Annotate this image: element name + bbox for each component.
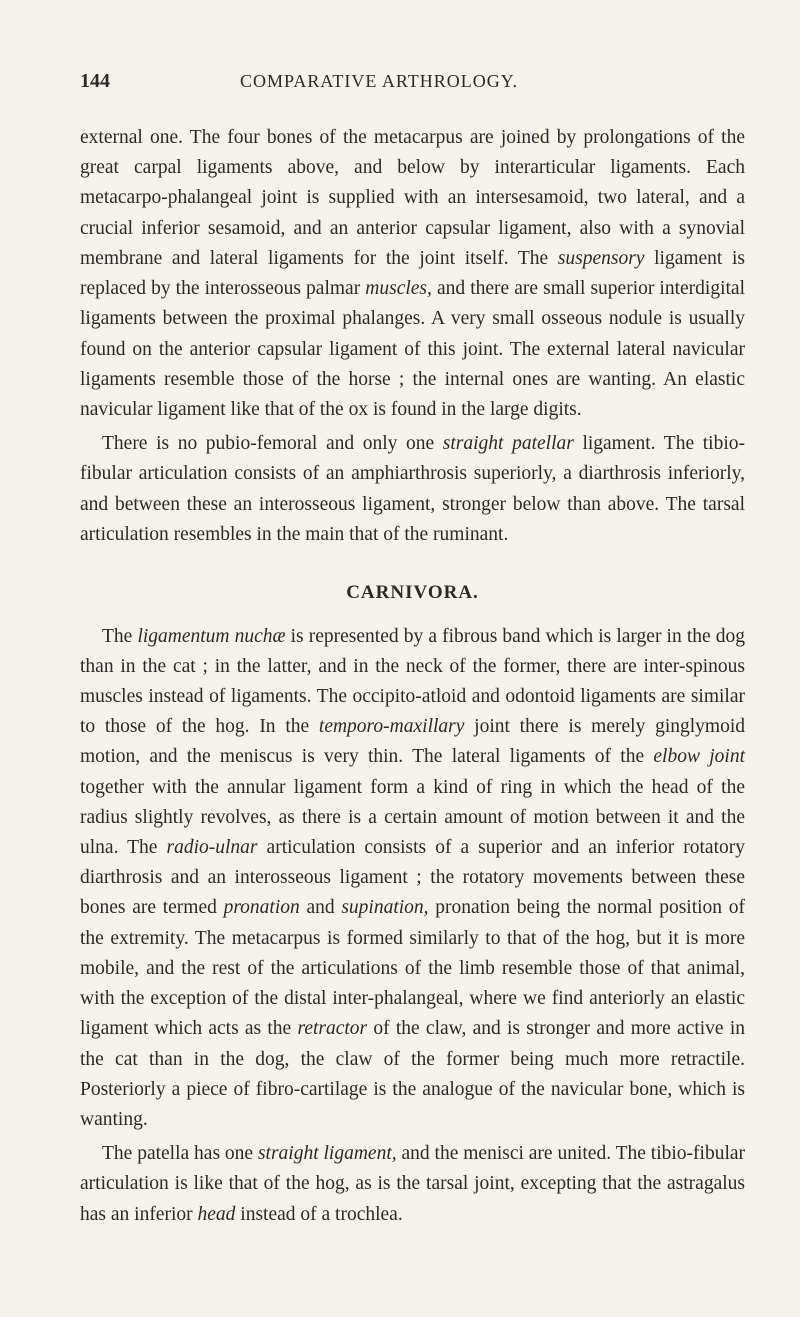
text-segment: instead of a trochlea. bbox=[235, 1204, 402, 1225]
text-segment: and there are small superior interdigita… bbox=[80, 278, 745, 420]
header-title: COMPARATIVE ARTHROLOGY. bbox=[240, 71, 518, 92]
italic-term: elbow joint bbox=[653, 746, 745, 767]
section-heading-carnivora: CARNIVORA. bbox=[80, 578, 745, 607]
italic-term: temporo-maxillary bbox=[319, 716, 465, 737]
italic-term: straight patellar bbox=[443, 433, 574, 454]
paragraph-4: The patella has one straight ligament, a… bbox=[80, 1139, 745, 1230]
italic-term: supination, bbox=[341, 897, 428, 918]
italic-term: radio-ulnar bbox=[167, 837, 258, 858]
paragraph-3: The ligamentum nuchæ is represented by a… bbox=[80, 622, 745, 1136]
page-header: 144 COMPARATIVE ARTHROLOGY. bbox=[80, 70, 745, 93]
body-content: external one. The four bones of the meta… bbox=[80, 123, 745, 1230]
italic-term: suspensory bbox=[558, 248, 645, 269]
page-number: 144 bbox=[80, 70, 110, 93]
paragraph-1: external one. The four bones of the meta… bbox=[80, 123, 745, 425]
italic-term: straight ligament, bbox=[258, 1143, 397, 1164]
text-segment: The patella has one bbox=[102, 1143, 258, 1164]
italic-term: muscles, bbox=[365, 278, 432, 299]
italic-term: ligamentum nuchæ bbox=[137, 626, 285, 647]
italic-term: head bbox=[198, 1204, 236, 1225]
italic-term: retractor bbox=[297, 1018, 367, 1039]
text-segment: The bbox=[102, 626, 137, 647]
text-segment: and bbox=[300, 897, 342, 918]
text-segment: There is no pubio-femoral and only one bbox=[102, 433, 443, 454]
paragraph-2: There is no pubio-femoral and only one s… bbox=[80, 429, 745, 550]
italic-term: pronation bbox=[224, 897, 300, 918]
